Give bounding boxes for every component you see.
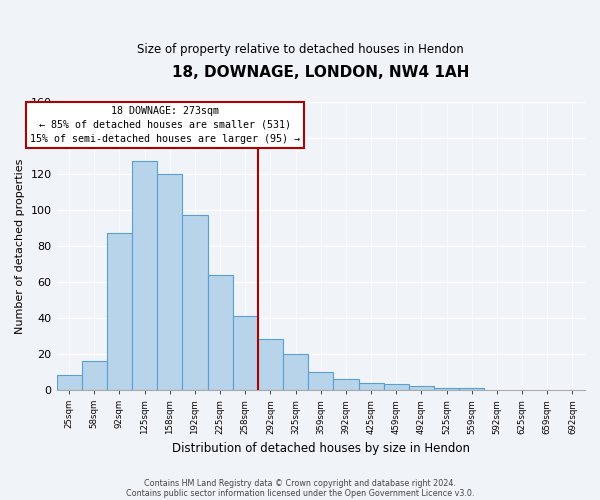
Bar <box>56 376 82 390</box>
Bar <box>383 384 409 390</box>
Text: Size of property relative to detached houses in Hendon: Size of property relative to detached ho… <box>137 42 463 56</box>
Y-axis label: Number of detached properties: Number of detached properties <box>15 158 25 334</box>
Bar <box>409 386 434 390</box>
Text: 18 DOWNAGE: 273sqm
← 85% of detached houses are smaller (531)
15% of semi-detach: 18 DOWNAGE: 273sqm ← 85% of detached hou… <box>30 106 300 144</box>
Bar <box>82 361 107 390</box>
Text: Contains public sector information licensed under the Open Government Licence v3: Contains public sector information licen… <box>126 488 474 498</box>
Bar <box>132 162 157 390</box>
Text: Contains HM Land Registry data © Crown copyright and database right 2024.: Contains HM Land Registry data © Crown c… <box>144 478 456 488</box>
Bar <box>157 174 182 390</box>
Title: 18, DOWNAGE, LONDON, NW4 1AH: 18, DOWNAGE, LONDON, NW4 1AH <box>172 65 469 80</box>
Bar <box>459 388 484 390</box>
Bar <box>182 216 208 390</box>
Bar <box>258 340 283 390</box>
Bar <box>233 316 258 390</box>
Bar <box>434 388 459 390</box>
X-axis label: Distribution of detached houses by size in Hendon: Distribution of detached houses by size … <box>172 442 470 455</box>
Bar <box>283 354 308 390</box>
Bar <box>208 274 233 390</box>
Bar <box>359 382 383 390</box>
Bar <box>107 234 132 390</box>
Bar <box>308 372 334 390</box>
Bar <box>334 379 359 390</box>
